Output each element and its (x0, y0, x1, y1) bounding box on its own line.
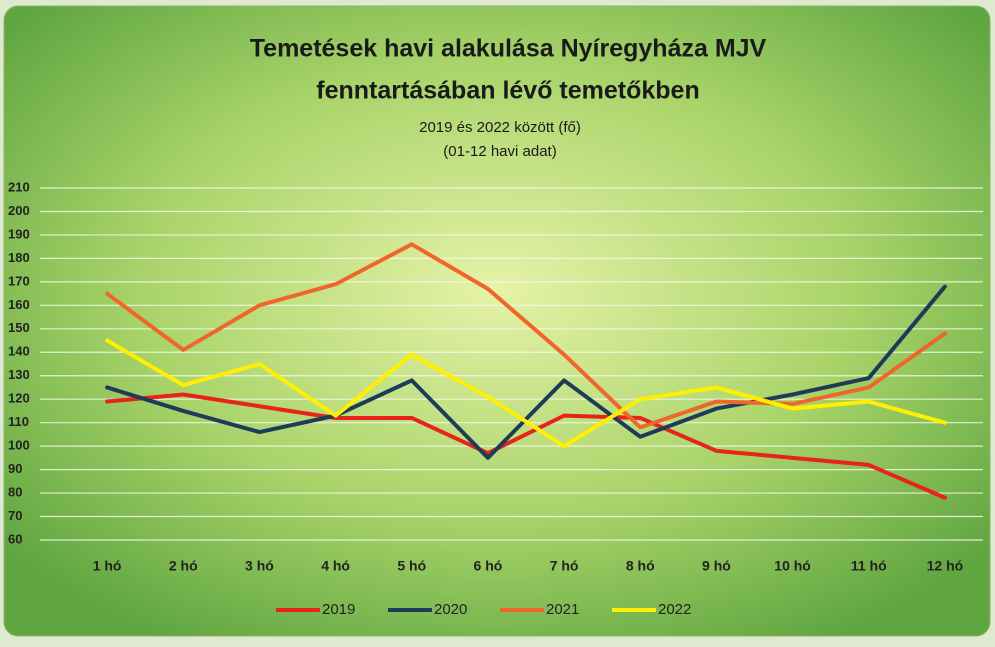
y-tick-label: 120 (8, 391, 30, 406)
legend-label: 2021 (546, 601, 579, 618)
x-tick-label: 7 hó (550, 558, 579, 574)
y-tick-label: 90 (8, 461, 22, 476)
legend-label: 2019 (322, 601, 355, 618)
y-tick-label: 110 (8, 414, 29, 429)
series-line (105, 338, 947, 449)
chart-title: Temetések havi alakulása Nyíregyháza MJV (250, 35, 767, 63)
chart-subtitle: 2019 és 2022 között (fő) (419, 119, 581, 136)
y-tick-label: 190 (8, 226, 30, 241)
y-tick-label: 70 (8, 508, 22, 523)
x-tick-label: 6 hó (474, 558, 503, 574)
x-tick-label: 9 hó (702, 558, 731, 574)
y-tick-label: 150 (8, 320, 30, 335)
y-tick-label: 130 (8, 367, 30, 382)
y-tick-label: 100 (8, 438, 30, 453)
chart-title: fenntartásában lévő temetőkben (316, 77, 699, 105)
chart-subtitle: (01-12 havi adat) (443, 143, 556, 160)
y-tick-label: 180 (8, 250, 30, 265)
x-tick-label: 10 hó (774, 558, 811, 574)
series-line (105, 242, 947, 430)
x-tick-label: 12 hó (927, 558, 964, 574)
legend-label: 2022 (658, 601, 691, 618)
legend-label: 2020 (434, 601, 467, 618)
x-tick-label: 4 hó (321, 558, 350, 574)
y-tick-label: 80 (8, 485, 22, 500)
y-tick-label: 140 (8, 344, 30, 359)
y-tick-label: 210 (8, 179, 30, 194)
y-tick-label: 200 (8, 203, 30, 218)
y-tick-label: 160 (8, 297, 30, 312)
y-tick-label: 60 (8, 531, 22, 546)
x-tick-label: 1 hó (93, 558, 122, 574)
x-tick-label: 11 hó (851, 558, 887, 574)
x-tick-label: 3 hó (245, 558, 274, 574)
x-tick-label: 5 hó (397, 558, 426, 574)
x-tick-label: 2 hó (169, 558, 198, 574)
chart-background (3, 5, 991, 637)
x-tick-label: 8 hó (626, 558, 655, 574)
y-tick-label: 170 (8, 273, 30, 288)
series-line (105, 392, 947, 500)
